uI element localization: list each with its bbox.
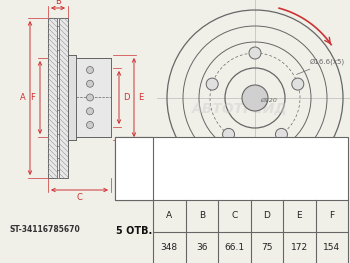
- Circle shape: [292, 78, 304, 90]
- Text: D: D: [263, 211, 270, 220]
- Bar: [76, 58, 111, 137]
- Bar: [115, 137, 153, 200]
- Circle shape: [86, 67, 93, 73]
- Text: E: E: [296, 211, 302, 220]
- Text: 75: 75: [261, 243, 273, 252]
- Text: 5 ОТВ.: 5 ОТВ.: [116, 226, 152, 236]
- Circle shape: [275, 128, 287, 140]
- Circle shape: [223, 128, 234, 140]
- Text: ST-34116785670: ST-34116785670: [10, 225, 81, 235]
- Text: Ø120: Ø120: [260, 98, 277, 103]
- Circle shape: [86, 94, 93, 101]
- Text: 154: 154: [323, 243, 340, 252]
- Text: A: A: [20, 94, 26, 103]
- Text: АВТОТРЕЙД: АВТОТРЕЙД: [192, 100, 288, 116]
- Text: 66.1: 66.1: [224, 243, 244, 252]
- Text: 172: 172: [291, 243, 308, 252]
- Bar: [48, 18, 57, 178]
- Text: B: B: [55, 0, 61, 6]
- Text: E: E: [138, 93, 143, 102]
- Text: B: B: [199, 211, 205, 220]
- Bar: [115, 137, 348, 200]
- Text: A: A: [166, 211, 172, 220]
- Text: 36: 36: [196, 243, 208, 252]
- Text: 348: 348: [161, 243, 178, 252]
- Circle shape: [249, 47, 261, 59]
- Bar: [57, 18, 59, 178]
- Circle shape: [86, 108, 93, 115]
- Text: C: C: [231, 211, 237, 220]
- Circle shape: [242, 85, 268, 111]
- Bar: [59, 18, 68, 178]
- Text: F: F: [30, 93, 35, 102]
- Circle shape: [206, 78, 218, 90]
- Text: F: F: [329, 211, 334, 220]
- Bar: [68, 55, 76, 140]
- Circle shape: [86, 80, 93, 87]
- Circle shape: [86, 122, 93, 129]
- Text: C: C: [77, 193, 83, 201]
- Text: Ø16.6(x5): Ø16.6(x5): [296, 59, 345, 74]
- Text: D: D: [123, 93, 129, 102]
